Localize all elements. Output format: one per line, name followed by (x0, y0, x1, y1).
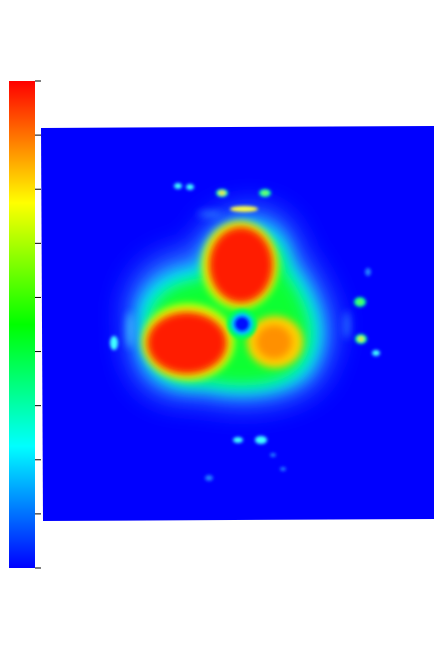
colorbar-body (9, 81, 35, 568)
main-lobe-left (147, 312, 227, 374)
colorbar-ticks (35, 80, 41, 569)
central-hole (227, 309, 257, 339)
main-lobe-top (209, 227, 273, 303)
main-lobes (147, 227, 292, 374)
spot-left (110, 336, 118, 350)
colorbar (9, 80, 41, 569)
edge-streaks (126, 211, 350, 348)
spot-top-left (216, 189, 228, 197)
heatmap-plot (41, 126, 434, 521)
secondary-lobe-right (256, 325, 292, 359)
spot-bottom (205, 436, 286, 481)
spot-top-right (259, 189, 271, 197)
top-streak (230, 206, 258, 212)
heatmap-field (110, 183, 380, 481)
spot-right-upper (354, 297, 366, 307)
spot-right-faint (365, 268, 380, 356)
spot-right-lower (355, 334, 367, 344)
satellite-spots (110, 183, 380, 481)
spot-far-top-left (174, 183, 194, 190)
